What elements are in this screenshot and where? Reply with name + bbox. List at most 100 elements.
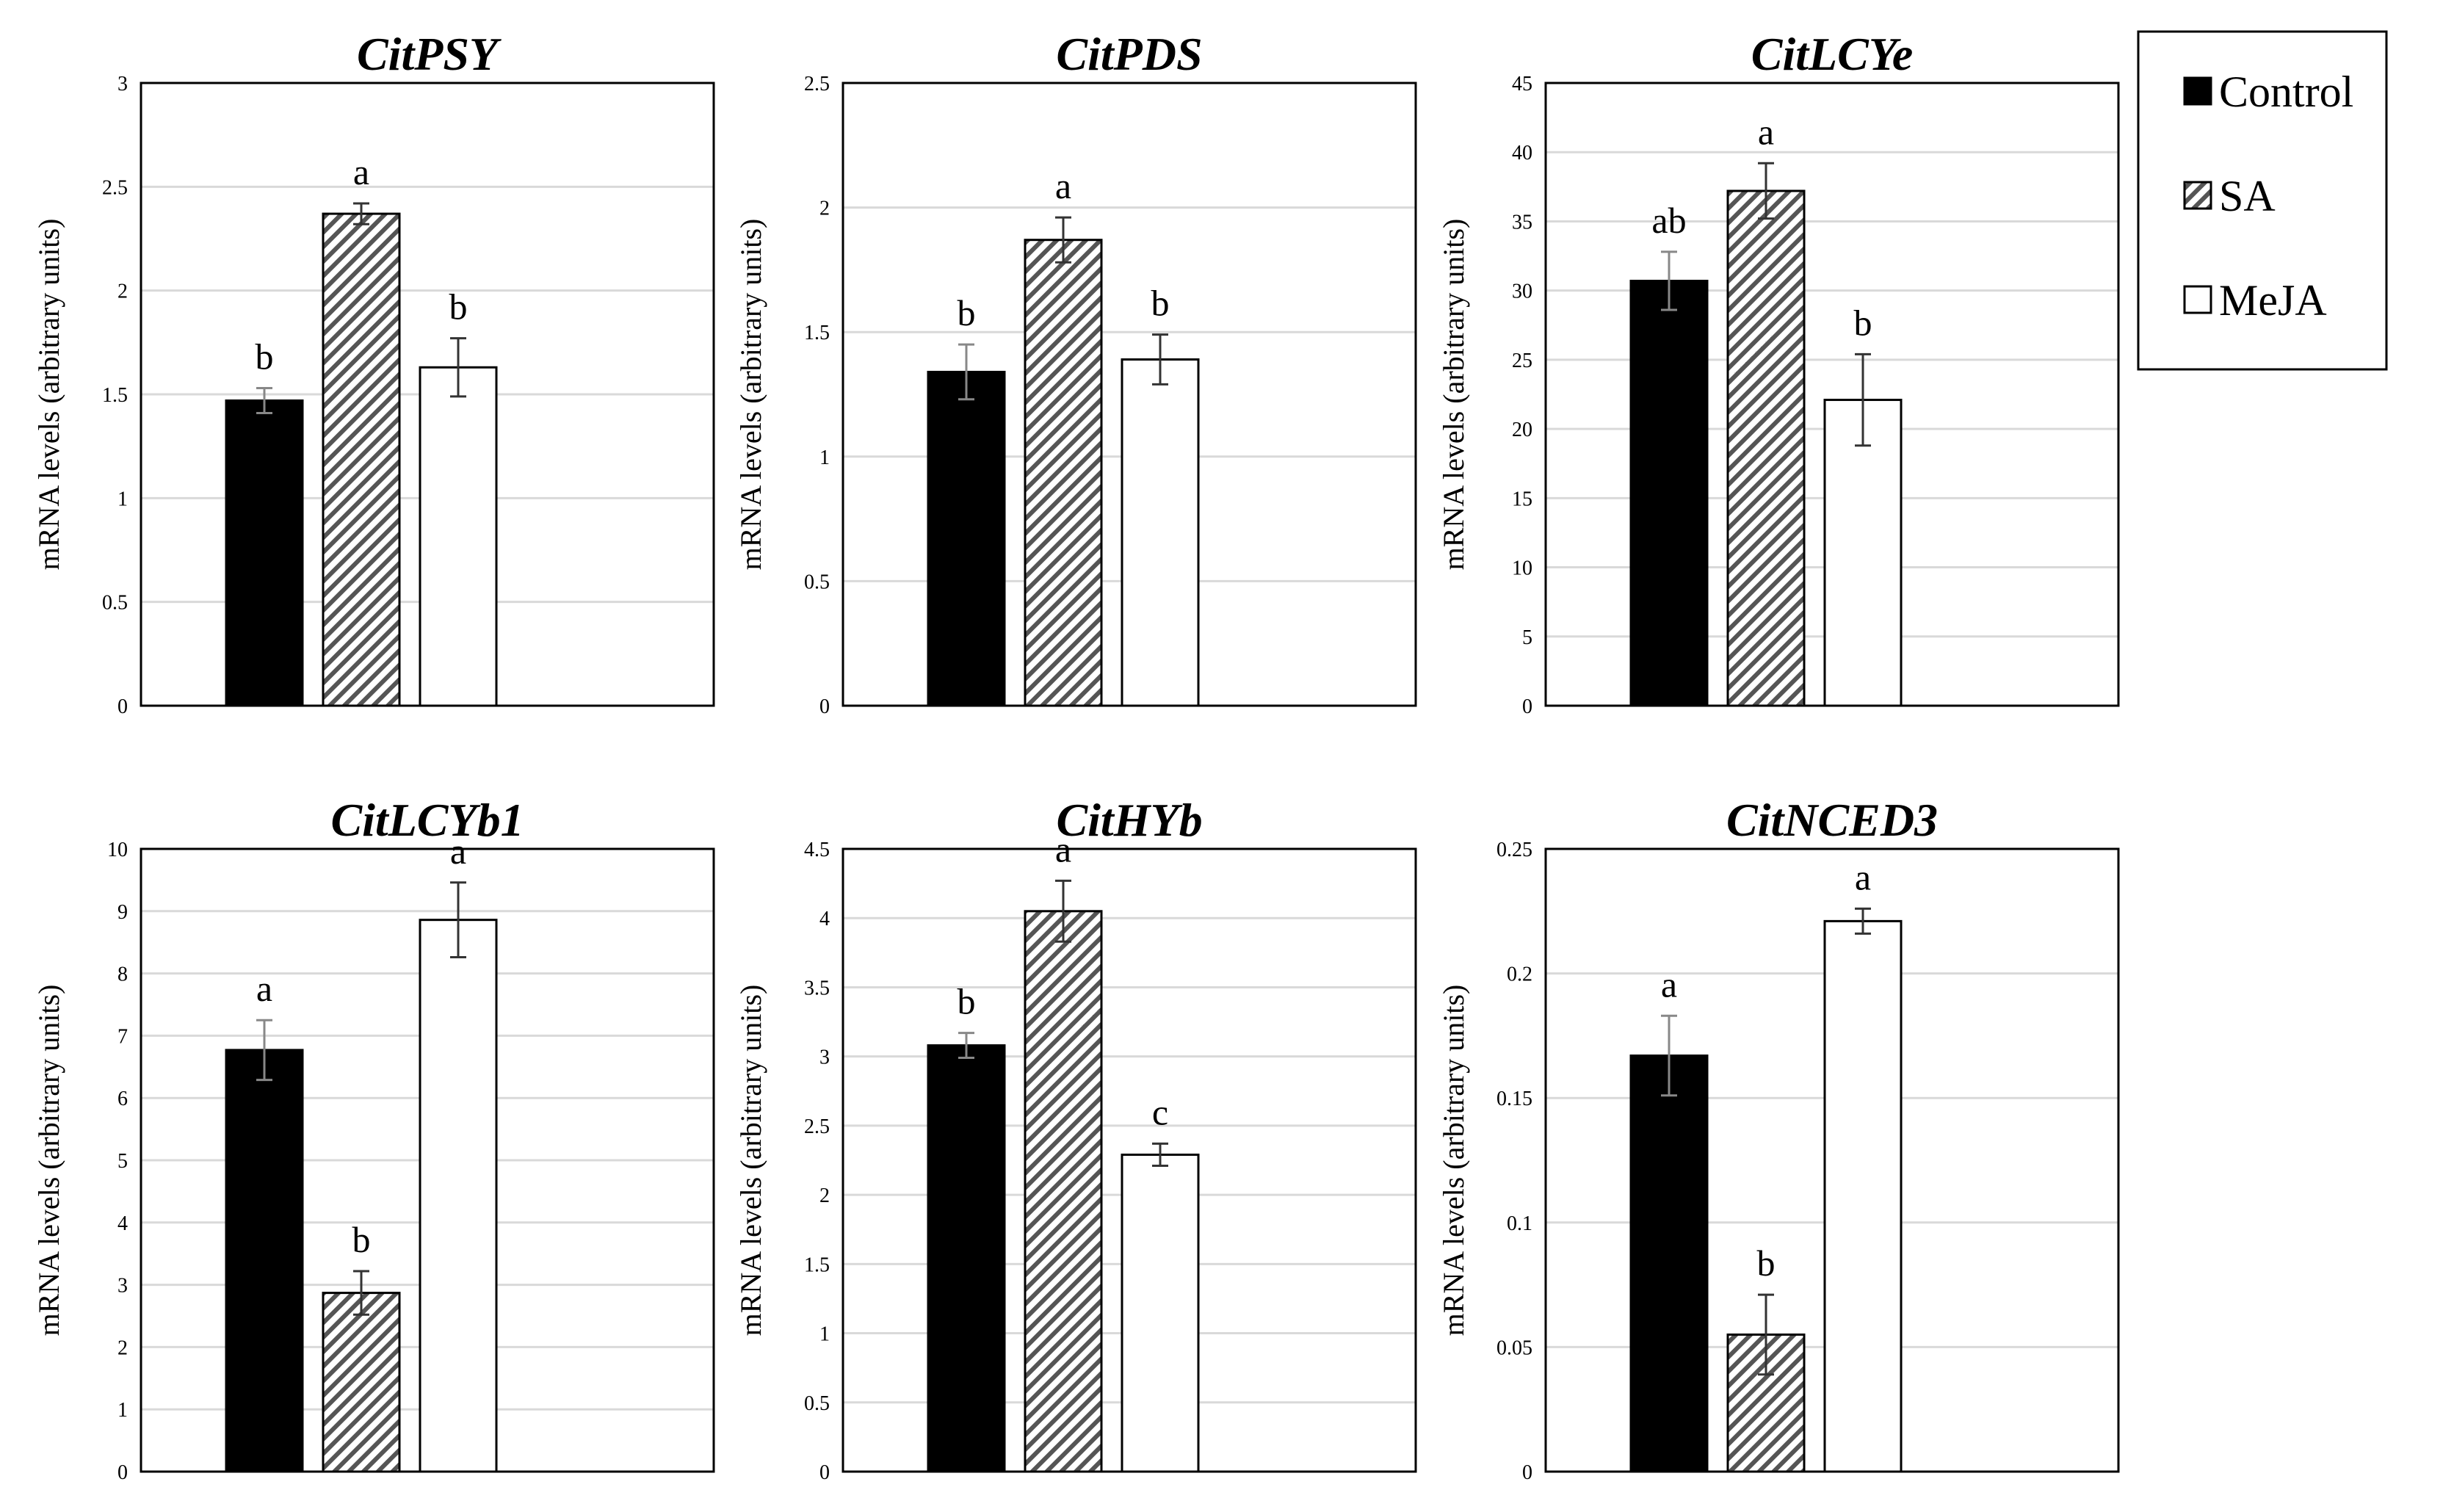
significance-letter: a xyxy=(353,151,369,192)
y-tick-label: 0 xyxy=(117,695,128,718)
y-tick-label: 2.5 xyxy=(804,73,830,95)
y-tick-label: 5 xyxy=(117,1150,128,1173)
significance-letter: b xyxy=(1757,1242,1776,1284)
y-tick-label: 1 xyxy=(819,1323,830,1346)
significance-letter: a xyxy=(1661,963,1677,1005)
y-tick-label: 4 xyxy=(117,1212,128,1235)
significance-letter: b xyxy=(449,286,468,328)
y-tick-label: 1.5 xyxy=(804,1254,830,1276)
bar-sa xyxy=(1024,910,1103,1473)
bar-meja xyxy=(1121,358,1200,707)
y-tick-label: 2 xyxy=(117,1336,128,1359)
y-tick-label: 9 xyxy=(117,901,128,924)
legend-label-meja: MeJA xyxy=(2219,276,2327,325)
significance-letter: b xyxy=(958,981,976,1022)
panel-title: CitLCYe xyxy=(1751,28,1913,80)
y-tick-label: 4.5 xyxy=(804,839,830,861)
legend-label-control: Control xyxy=(2219,68,2353,116)
y-tick-label: 1 xyxy=(117,488,128,510)
panel-citnced3: CitNCED3 0 0.05 0.1 0.15 0.2 0.25 mRNA levels (… xyxy=(1437,794,2120,1484)
significance-letter: b xyxy=(352,1219,371,1260)
bar-control xyxy=(1629,279,1709,707)
significance-letter: c xyxy=(1152,1091,1168,1132)
y-tick-label: 8 xyxy=(117,963,128,986)
legend-swatch-sa xyxy=(2183,181,2212,210)
significance-letter: a xyxy=(1855,856,1871,897)
y-tick-label: 1 xyxy=(117,1399,128,1422)
y-tick-label: 1 xyxy=(819,446,830,469)
y-tick-label: 10 xyxy=(107,839,128,861)
y-tick-label: 0.5 xyxy=(804,1392,830,1415)
significance-letter: a xyxy=(1758,111,1774,152)
y-tick-label: 5 xyxy=(1522,626,1532,649)
bar-meja xyxy=(1823,919,1903,1473)
bar-sa xyxy=(1024,239,1103,707)
significance-letter: b xyxy=(1854,302,1872,343)
y-tick-label: 6 xyxy=(117,1088,128,1110)
panel-title: CitNCED3 xyxy=(1726,794,1938,846)
y-tick-label: 25 xyxy=(1512,350,1532,372)
y-tick-label: 1.5 xyxy=(804,322,830,344)
y-tick-label: 40 xyxy=(1512,142,1532,164)
bar-control xyxy=(1629,1055,1709,1473)
y-tick-label: 0.5 xyxy=(102,592,128,615)
legend: Control SA MeJA xyxy=(2137,30,2388,371)
bar-control xyxy=(225,399,304,707)
y-tick-label: 0 xyxy=(117,1461,128,1484)
y-axis-label: mRNA levels (arbitrary units) xyxy=(734,985,767,1336)
panel-citlcyb1: CitLCYb1 0 1 2 3 4 5 6 7 8 9 10 mRNA levels (arbitra… xyxy=(32,794,715,1484)
significance-letter: b xyxy=(1151,283,1170,324)
y-tick-label: 7 xyxy=(117,1025,128,1048)
y-axis-label: mRNA levels (arbitrary units) xyxy=(734,219,767,571)
significance-letter: ab xyxy=(1651,200,1686,241)
panel-title: CitLCYb1 xyxy=(330,794,524,846)
y-tick-label: 2 xyxy=(819,1184,830,1207)
bar-sa xyxy=(322,1292,401,1473)
panel-title: CitHYb xyxy=(1056,794,1202,846)
significance-letter: b xyxy=(256,336,274,377)
y-tick-label: 3 xyxy=(117,73,128,95)
significance-letter: a xyxy=(450,831,466,872)
y-axis-label: mRNA levels (arbitrary units) xyxy=(32,219,65,571)
y-tick-label: 0.5 xyxy=(804,571,830,593)
significance-letter: a xyxy=(1055,828,1071,869)
y-tick-label: 0 xyxy=(819,695,830,718)
y-tick-label: 4 xyxy=(819,908,830,930)
bar-meja xyxy=(1823,399,1903,707)
significance-letter: b xyxy=(958,292,976,333)
y-tick-label: 30 xyxy=(1512,281,1532,303)
panel-citpds: CitPDS 0 0.5 1 1.5 2 2.5 mRNA levels (arbitrary… xyxy=(734,28,1417,718)
y-tick-label: 1.5 xyxy=(102,384,128,407)
y-tick-label: 0.2 xyxy=(1507,963,1532,986)
panel-citlcye: CitLCYe 0 5 10 15 20 25 30 35 40 45 mRNA levels (ar… xyxy=(1437,28,2120,718)
y-tick-label: 3.5 xyxy=(804,977,830,999)
bar-meja xyxy=(419,366,498,707)
panel-title: CitPSY xyxy=(357,28,502,80)
bar-sa xyxy=(322,212,401,707)
y-tick-label: 3 xyxy=(819,1046,830,1069)
legend-box xyxy=(2137,30,2388,371)
bar-control xyxy=(927,370,1006,707)
y-tick-label: 0 xyxy=(819,1461,830,1484)
y-tick-label: 0.25 xyxy=(1496,839,1532,861)
panel-citpsy: CitPSY 0 0.5 1 1.5 2 2.5 3 mRNA levels (arbitrar… xyxy=(32,28,715,718)
y-tick-label: 0.1 xyxy=(1507,1212,1532,1235)
y-tick-label: 15 xyxy=(1512,488,1532,510)
bar-control xyxy=(225,1049,304,1473)
bar-meja xyxy=(1121,1153,1200,1473)
panel-cithyb: CitHYb 0 0.5 1 1.5 2 2.5 3 3.5 4 4.5 mRNA levels (a… xyxy=(734,794,1417,1484)
panel-title: CitPDS xyxy=(1056,28,1202,80)
y-tick-label: 2 xyxy=(117,281,128,303)
y-tick-label: 45 xyxy=(1512,73,1532,95)
y-tick-label: 2.5 xyxy=(102,176,128,199)
legend-label-sa: SA xyxy=(2219,172,2276,220)
y-tick-label: 0.15 xyxy=(1496,1088,1532,1110)
bar-meja xyxy=(419,919,498,1473)
y-tick-label: 35 xyxy=(1512,211,1532,234)
y-tick-label: 20 xyxy=(1512,419,1532,441)
legend-swatch-control xyxy=(2183,76,2212,106)
y-tick-label: 2.5 xyxy=(804,1115,830,1138)
y-tick-label: 0.05 xyxy=(1496,1336,1532,1359)
significance-letter: a xyxy=(1055,165,1071,206)
